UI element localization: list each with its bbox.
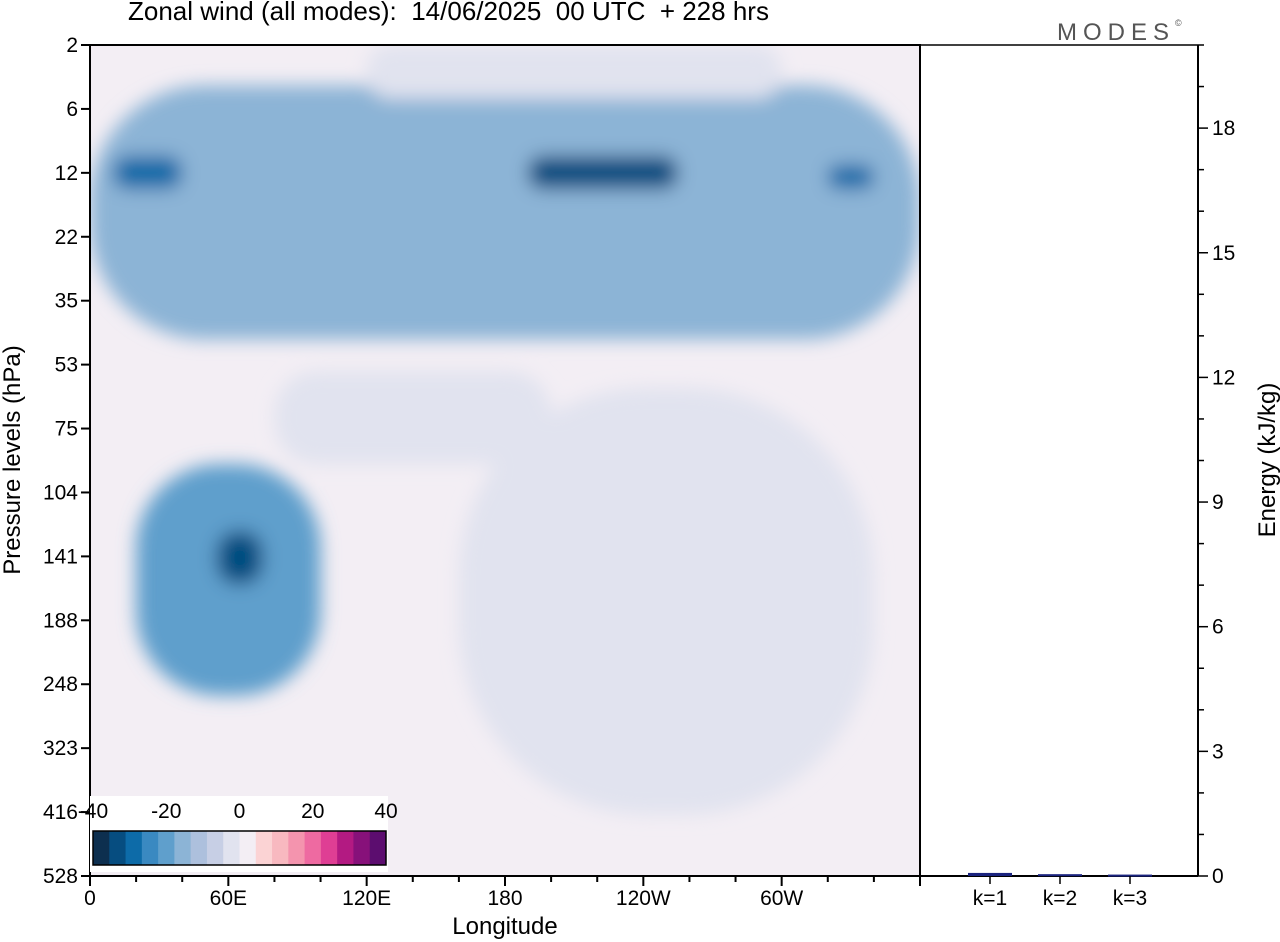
field-region-1 bbox=[90, 85, 920, 340]
field-region-2 bbox=[528, 156, 678, 190]
colorbar-swatch bbox=[206, 831, 224, 865]
energy-tick-label: 18 bbox=[1212, 117, 1235, 140]
energy-bar bbox=[1038, 874, 1082, 877]
heatmap-field bbox=[90, 45, 920, 876]
x-tick-label: 0 bbox=[84, 887, 96, 910]
y-tick-label: 104 bbox=[43, 481, 78, 504]
colorbar: -40 -20 0 20 40 bbox=[78, 796, 398, 872]
colorbar-swatch bbox=[353, 831, 371, 865]
field-region-3 bbox=[827, 164, 874, 190]
colorbar-swatch bbox=[255, 831, 273, 865]
x-tick-label: 120E bbox=[342, 887, 391, 910]
y-tick-label: 12 bbox=[55, 162, 78, 185]
energy-tick-label: 12 bbox=[1212, 366, 1235, 389]
x-tick-label: 60W bbox=[760, 887, 803, 910]
energy-bar-panel: 0 3 6 9 12 15 18 k=1 k=2 k=3 bbox=[919, 44, 1235, 910]
y-tick-label: 528 bbox=[43, 865, 78, 888]
y-tick-label: 416 bbox=[43, 801, 78, 824]
x-tick-label: 180 bbox=[487, 887, 522, 910]
colorbar-label: 20 bbox=[301, 800, 324, 823]
x-tick-label: 120W bbox=[616, 887, 671, 910]
energy-tick-label: 3 bbox=[1212, 740, 1224, 763]
colorbar-swatch bbox=[93, 831, 110, 865]
bar-category-label: k=1 bbox=[973, 887, 1007, 910]
energy-tick-label: 6 bbox=[1212, 616, 1224, 639]
colorbar-frame bbox=[92, 830, 387, 866]
energy-bar bbox=[1108, 874, 1152, 877]
modes-logo: MODES© bbox=[1057, 18, 1182, 47]
colorbar-swatch bbox=[174, 831, 192, 865]
colorbar-label: -40 bbox=[78, 800, 108, 823]
chart-title: Zonal wind (all modes): 14/06/2025 00 UT… bbox=[128, 0, 769, 26]
colorbar-swatch bbox=[125, 831, 143, 865]
bar-category-label: k=3 bbox=[1113, 887, 1147, 910]
logo-mark: © bbox=[1175, 18, 1182, 28]
y-tick-label: 35 bbox=[55, 290, 78, 313]
longitude-axis: 0 60E 120E 180 120W 60W bbox=[84, 876, 921, 910]
field-region-11 bbox=[458, 387, 874, 815]
x-axis-label: Longitude bbox=[452, 913, 557, 940]
y-tick-label: 188 bbox=[43, 609, 78, 632]
y-tick-label: 75 bbox=[55, 418, 78, 441]
energy-tick-label: 15 bbox=[1212, 242, 1235, 265]
x-tick-label: 60E bbox=[210, 887, 247, 910]
energy-axis-label: Energy (kJ/kg) bbox=[1254, 383, 1280, 538]
y-tick-label: 248 bbox=[43, 673, 78, 696]
colorbar-label: -20 bbox=[151, 800, 181, 823]
bar-panel-background bbox=[920, 45, 1198, 876]
colorbar-swatch bbox=[190, 831, 208, 865]
y-tick-label: 2 bbox=[66, 34, 78, 57]
field-region-7 bbox=[216, 531, 263, 585]
colorbar-swatch bbox=[239, 831, 257, 865]
colorbar-swatch bbox=[304, 831, 322, 865]
colorbar-label: 0 bbox=[234, 800, 246, 823]
logo-text: MODES bbox=[1057, 19, 1176, 46]
colorbar-swatch bbox=[223, 831, 240, 865]
colorbar-swatch bbox=[109, 831, 127, 865]
colorbar-swatch bbox=[141, 831, 159, 865]
y-tick-label: 323 bbox=[43, 737, 78, 760]
y-tick-label: 22 bbox=[55, 226, 78, 249]
colorbar-label: 40 bbox=[374, 800, 397, 823]
energy-tick-label: 0 bbox=[1212, 865, 1224, 888]
field-region-12 bbox=[274, 371, 552, 465]
field-contours bbox=[90, 45, 920, 815]
colorbar-swatch bbox=[369, 831, 387, 865]
pressure-axis: 2 6 12 22 35 53 75 104 141 188 248 323 416 528 bbox=[43, 34, 90, 888]
energy-tick-label: 9 bbox=[1212, 491, 1224, 514]
colorbar-swatch bbox=[288, 831, 306, 865]
field-region-5 bbox=[366, 45, 782, 99]
y-tick-label: 53 bbox=[55, 354, 78, 377]
y-tick-label: 6 bbox=[66, 98, 78, 121]
bar-category-label: k=2 bbox=[1043, 887, 1077, 910]
colorbar-swatch bbox=[337, 831, 354, 865]
colorbar-swatch bbox=[272, 831, 289, 865]
energy-bar bbox=[968, 872, 1012, 876]
y-tick-label: 141 bbox=[43, 545, 78, 568]
colorbar-swatch bbox=[158, 831, 175, 865]
y-axis-label: Pressure levels (hPa) bbox=[0, 345, 26, 574]
colorbar-swatch bbox=[320, 831, 338, 865]
field-region-4 bbox=[113, 156, 183, 190]
